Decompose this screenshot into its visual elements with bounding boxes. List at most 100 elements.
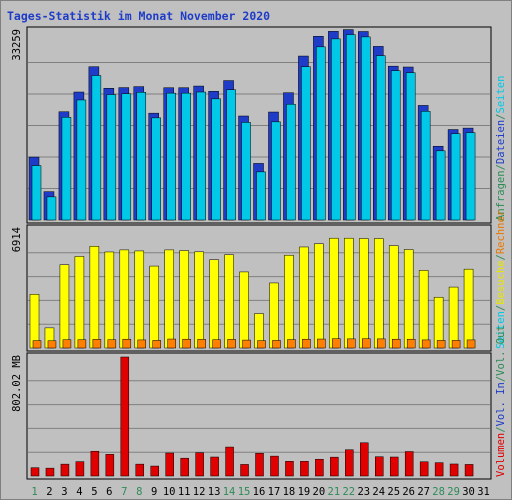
bar-besuche-24	[374, 238, 384, 349]
bar-rechner-21	[332, 338, 341, 349]
bar-volumen-8	[135, 463, 145, 477]
bar-besuche-17	[269, 282, 279, 349]
bar-rechner-30	[466, 339, 476, 349]
legend-item-vol-in: Vol. In	[495, 382, 507, 426]
bar-rechner-28	[436, 340, 446, 349]
bar-dateien-19	[301, 66, 311, 221]
panel-middle-max-label: 6914	[11, 227, 23, 252]
x-tick-label: 3	[61, 486, 67, 498]
legend-item--: /	[495, 426, 507, 432]
bar-rechner-15	[242, 339, 251, 349]
bar-volumen-14	[225, 446, 234, 477]
bar-rechner-24	[377, 338, 386, 349]
legend-item-volumen: Volumen	[495, 433, 507, 477]
bar-rechner-20	[317, 338, 326, 349]
bar-besuche-15	[239, 271, 249, 349]
panel-bottom-legend: Volumen/Vol. In/Vol. Out	[495, 325, 507, 477]
bar-volumen-12	[195, 452, 204, 477]
legend-item-besuche: Besuche	[495, 260, 507, 304]
bar-rechner-22	[347, 338, 356, 349]
x-tick-label: 7	[121, 486, 127, 498]
bar-rechner-1	[32, 340, 42, 349]
bar-besuche-26	[403, 249, 414, 349]
legend-item-dateien: Dateien	[495, 120, 507, 164]
bar-volumen-26	[404, 451, 414, 477]
bar-dateien-6	[106, 94, 117, 221]
bar-dateien-29	[450, 133, 461, 221]
legend-item--: /	[495, 305, 507, 311]
bar-dateien-20	[316, 46, 326, 221]
bar-dateien-12	[196, 91, 206, 221]
bar-besuche-8	[134, 250, 145, 349]
panel-middle-legend: Seiten/Besuche/Rechner	[495, 210, 507, 349]
bar-dateien-2	[46, 196, 57, 221]
bar-rechner-12	[197, 339, 206, 349]
bar-dateien-26	[405, 72, 416, 221]
bar-volumen-28	[434, 462, 444, 477]
x-tick-label: 2	[46, 486, 52, 498]
bar-rechner-13	[212, 339, 221, 349]
x-tick-label: 10	[163, 486, 176, 498]
x-tick-label: 20	[313, 486, 326, 498]
bar-dateien-21	[331, 38, 341, 221]
bar-volumen-10	[165, 452, 174, 477]
bar-rechner-25	[391, 338, 401, 349]
legend-item--: /	[495, 114, 507, 120]
bar-besuche-19	[299, 246, 309, 349]
bar-rechner-19	[302, 338, 311, 349]
x-tick-label: 25	[387, 486, 400, 498]
bar-dateien-4	[76, 99, 87, 221]
bar-volumen-1	[30, 467, 40, 477]
bar-volumen-29	[449, 463, 459, 477]
x-tick-label: 16	[253, 486, 266, 498]
x-tick-label: 1	[31, 486, 37, 498]
bar-rechner-16	[257, 340, 266, 349]
x-tick-label: 9	[151, 486, 157, 498]
bar-volumen-21	[330, 456, 339, 477]
bar-volumen-4	[75, 461, 85, 477]
bar-besuche-21	[329, 237, 339, 349]
bar-besuche-30	[463, 268, 474, 349]
bar-dateien-3	[61, 117, 72, 221]
bar-volumen-2	[45, 467, 55, 477]
bar-dateien-15	[241, 122, 251, 221]
x-axis: 1 2 3 4 5 6 7 8 9 10 11 12 13 14 15 16 17 18 19 20 21 22 23 24 2…	[31, 486, 490, 498]
legend-item-anfragen: Anfragen	[495, 170, 507, 221]
x-tick-label: 27	[417, 486, 430, 498]
bar-volumen-6	[105, 454, 115, 477]
bar-dateien-28	[435, 150, 446, 221]
legend-item-seiten: Seiten	[495, 76, 507, 114]
bar-rechner-26	[406, 338, 416, 349]
bar-dateien-17	[271, 121, 281, 221]
bar-dateien-14	[226, 89, 236, 221]
bar-volumen-17	[270, 455, 279, 477]
bar-rechner-6	[107, 339, 117, 349]
bar-volumen-3	[60, 463, 70, 477]
bar-besuche-20	[314, 243, 324, 349]
bar-rechner-10	[167, 338, 176, 349]
x-tick-label: 23	[357, 486, 370, 498]
x-tick-label: 30	[462, 486, 475, 498]
bar-rechner-3	[62, 339, 72, 349]
bar-besuche-14	[224, 254, 234, 349]
x-tick-label: 14	[223, 486, 236, 498]
bar-dateien-27	[420, 111, 431, 221]
bar-besuche-13	[209, 259, 219, 349]
x-tick-label: 12	[193, 486, 206, 498]
bar-volumen-24	[375, 456, 384, 477]
bar-rechner-23	[362, 338, 371, 349]
x-tick-label: 21	[328, 486, 341, 498]
x-tick-label: 6	[106, 486, 112, 498]
panel-bottom-max-label: 802.02 MB	[11, 355, 23, 412]
bar-volumen-13	[210, 456, 219, 477]
bar-besuche-6	[104, 251, 115, 349]
x-tick-label: 15	[238, 486, 251, 498]
bar-dateien-1	[31, 165, 42, 221]
bar-besuche-9	[149, 265, 159, 349]
bar-volumen-25	[389, 456, 399, 477]
bar-besuche-29	[448, 286, 459, 349]
bar-volumen-19	[300, 461, 309, 477]
bar-besuche-3	[59, 264, 70, 349]
legend-item--: /	[495, 376, 507, 382]
